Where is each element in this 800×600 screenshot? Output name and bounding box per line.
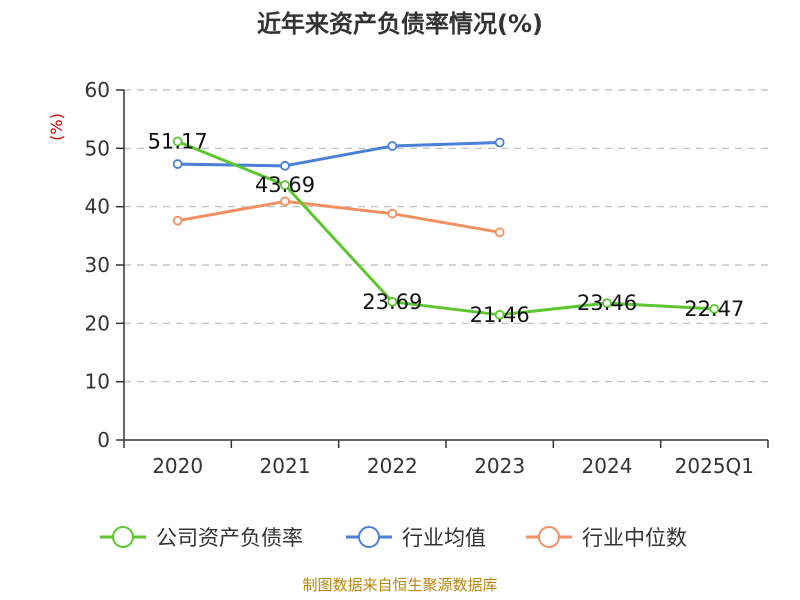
legend-marker [538, 526, 560, 548]
y-tick-label: 20 [85, 311, 110, 335]
legend-marker [358, 526, 380, 548]
grid-lines [124, 89, 768, 383]
y-tick-label: 10 [85, 370, 110, 394]
legend-item: 行业中位数 [526, 526, 687, 550]
legend-label: 公司资产负债率 [156, 526, 303, 550]
y-axis-ticks: 0 10 20 30 40 50 60 [85, 78, 124, 452]
x-tick-label: 2023 [474, 454, 525, 478]
chart-title: 近年来资产负债率情况(%) [257, 10, 543, 38]
y-tick-label: 40 [85, 195, 110, 219]
data-label: 43.69 [255, 173, 315, 197]
data-label: 22.47 [684, 297, 744, 321]
y-tick-label: 0 [97, 428, 110, 452]
data-label: 23.46 [577, 291, 637, 315]
series-1 [172, 137, 505, 171]
x-tick-label: 2020 [152, 454, 203, 478]
legend: 公司资产负债率 行业均值 行业中位数 [100, 526, 687, 550]
x-tick-label: 2021 [260, 454, 311, 478]
series-line [177, 141, 500, 168]
data-labels: 51.17 43.69 23.69 21.46 23.46 22.47 [148, 130, 745, 327]
legend-item: 公司资产负债率 [100, 526, 303, 550]
data-point [280, 180, 290, 191]
data-point [602, 298, 612, 309]
series-line [177, 140, 715, 317]
data-label: 21.46 [470, 303, 530, 327]
x-axis-ticks: 2020 2021 2022 2023 2024 2025Q1 [123, 440, 769, 478]
data-label: 51.17 [148, 130, 208, 154]
x-tick-label: 2025Q1 [675, 454, 754, 478]
y-tick-label: 50 [85, 136, 110, 160]
series-2 [172, 196, 505, 238]
y-axis-label: (%) [47, 113, 66, 141]
legend-label: 行业中位数 [582, 526, 687, 550]
series-lines [172, 136, 720, 320]
source-note: 制图数据来自恒生聚源数据库 [302, 576, 497, 594]
data-point [494, 227, 505, 238]
series-0 [172, 136, 720, 320]
series-line [177, 199, 500, 234]
data-point [280, 196, 290, 207]
data-point [494, 309, 505, 320]
data-point [172, 159, 183, 169]
x-tick-label: 2024 [582, 454, 633, 478]
y-tick-label: 60 [85, 78, 110, 102]
data-point [387, 296, 398, 307]
legend-label: 行业均值 [402, 526, 486, 550]
data-label: 23.69 [362, 290, 422, 314]
data-point [172, 136, 183, 147]
x-tick-label: 2022 [367, 454, 418, 478]
legend-item: 行业均值 [346, 526, 486, 550]
data-point [709, 304, 720, 314]
data-point [172, 215, 183, 226]
data-point [387, 208, 398, 219]
data-point [280, 160, 290, 171]
data-point [494, 137, 505, 148]
y-tick-label: 30 [85, 253, 110, 277]
legend-marker [112, 526, 134, 548]
data-point [387, 141, 398, 151]
